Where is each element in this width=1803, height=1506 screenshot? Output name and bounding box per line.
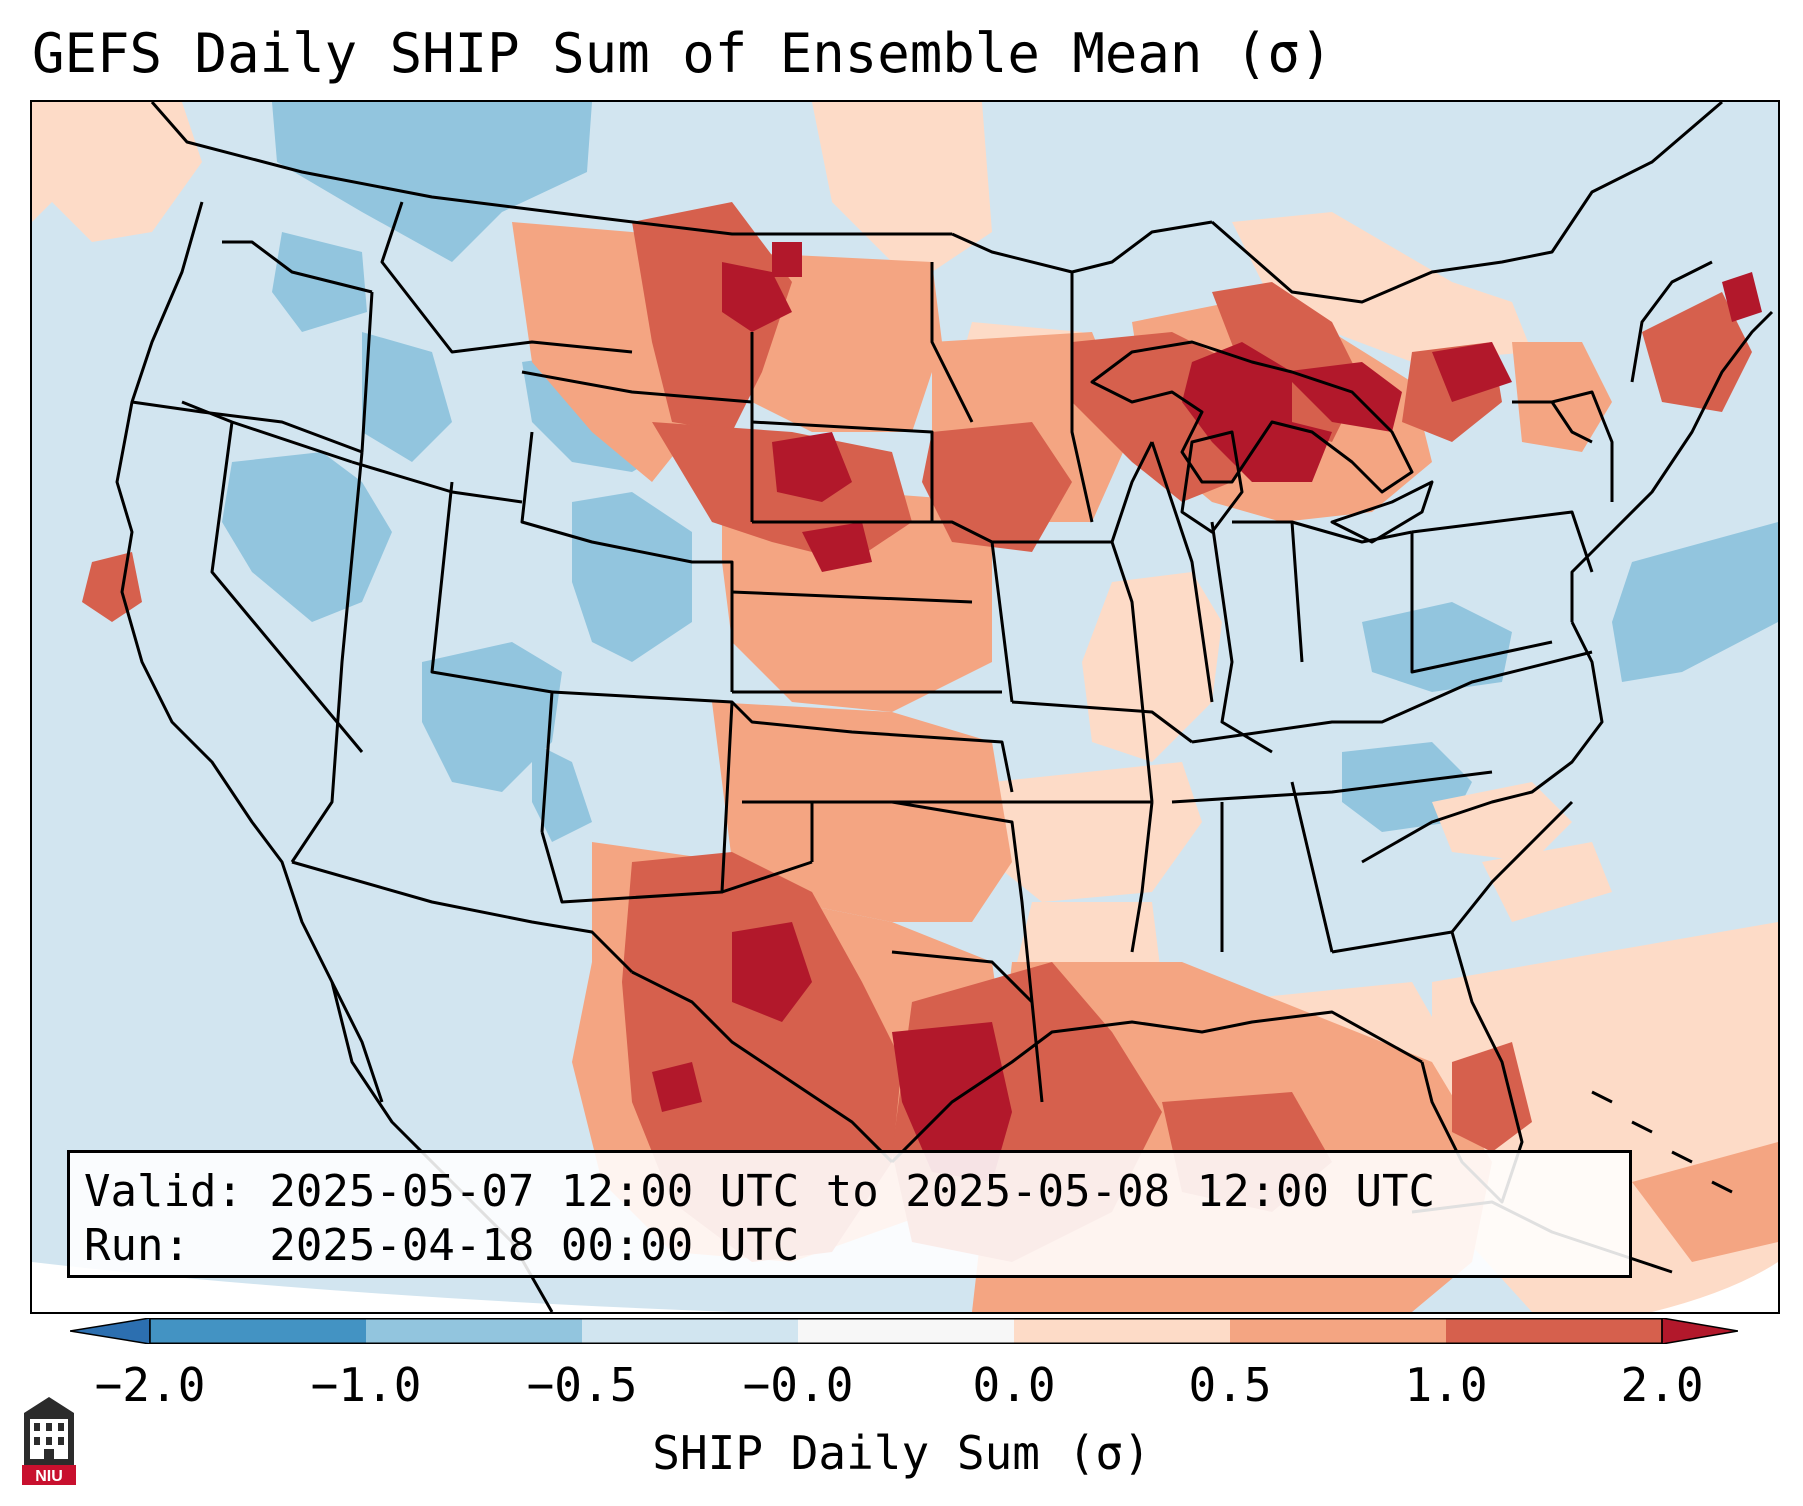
colorbar-bin [1014,1318,1230,1344]
colorbar-tick-label: −1.0 [310,1358,422,1412]
colorbar-tick-label: −0.0 [742,1358,854,1412]
anomaly-map [32,102,1778,1312]
colorbar-tick-label: −0.5 [526,1358,638,1412]
colorbar-tick-label: 1.0 [1404,1358,1488,1412]
colorbar-tick-label: −2.0 [94,1358,206,1412]
colorbar-tick-label: 0.5 [1188,1358,1272,1412]
colorbar [70,1318,1738,1344]
colorbar-label: SHIP Daily Sum (σ) [652,1426,1151,1480]
logo-text: NIU [35,1468,63,1485]
colorbar-bin [582,1318,798,1344]
niu-seal-icon: NIU [22,1397,76,1485]
valid-time-text: Valid: 2025-05-07 12:00 UTC to 2025-05-0… [84,1166,1436,1217]
colorbar-tick-label: 2.0 [1620,1358,1704,1412]
map-title: GEFS Daily SHIP Sum of Ensemble Mean (σ) [32,22,1333,85]
map-panel [30,100,1780,1314]
state-boundaries [115,102,1774,1312]
colorbar-bin [798,1318,1014,1344]
valid-run-info-box: Valid: 2025-05-07 12:00 UTC to 2025-05-0… [67,1150,1632,1278]
colorbar-bin [150,1318,366,1344]
colorbar-tick-label: 0.0 [972,1358,1056,1412]
colorbar-bin [1446,1318,1662,1344]
run-time-text: Run: 2025-04-18 00:00 UTC [84,1220,800,1271]
colorbar-extend-min [70,1318,151,1344]
colorbar-bin [1230,1318,1446,1344]
colorbar-bin [366,1318,582,1344]
colorbar-extend-max [1661,1318,1738,1344]
